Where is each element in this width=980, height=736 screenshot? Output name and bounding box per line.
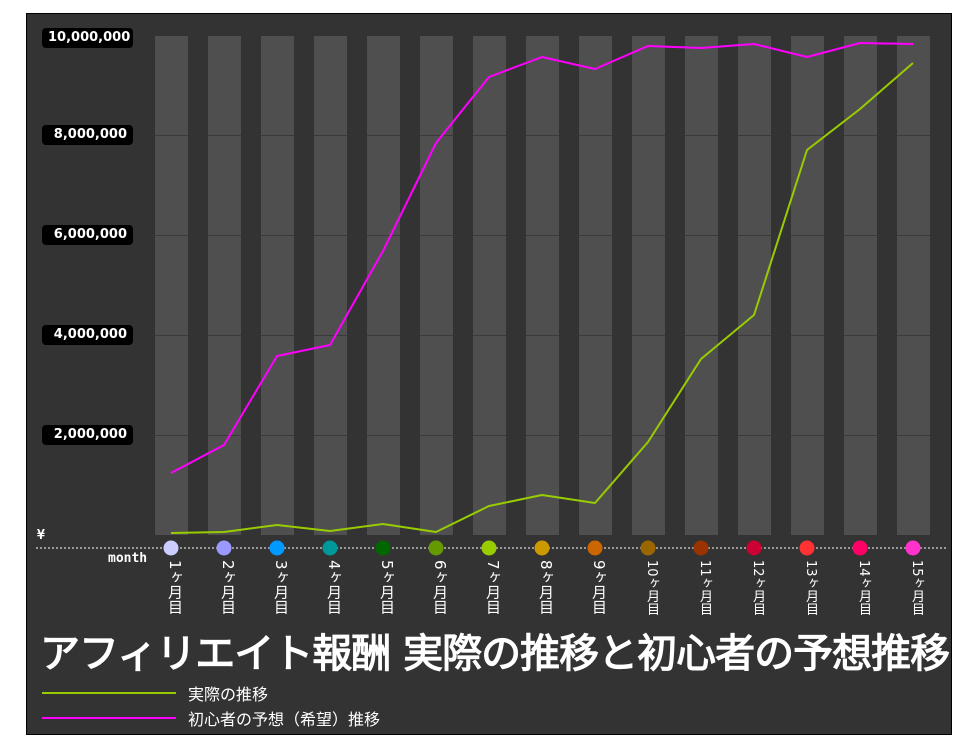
x-tick-label: 10ヶ月目 <box>644 560 659 616</box>
category-dot <box>322 540 338 556</box>
category-dot <box>693 540 709 556</box>
x-tick-label: 9ヶ月目 <box>590 560 608 615</box>
column-band <box>367 36 400 535</box>
category-dot <box>216 540 232 556</box>
legend-label-expected: 初心者の予想（希望）推移 <box>188 710 381 729</box>
column-band <box>314 36 347 535</box>
y-tick-label: 10,000,000 <box>42 28 133 48</box>
legend-swatch-expected <box>42 717 176 719</box>
column-band <box>738 36 771 535</box>
series-lines <box>170 42 914 534</box>
column-band <box>685 36 718 535</box>
x-tick-label: 7ヶ月目 <box>484 560 502 615</box>
x-tick-label: 6ヶ月目 <box>431 560 449 615</box>
legend-item-actual: 実際の推移 <box>42 683 269 704</box>
legend-item-expected: 初心者の予想（希望）推移 <box>42 708 381 729</box>
x-tick-label: 14ヶ月目 <box>856 560 871 616</box>
x-tick-label: 3ヶ月目 <box>272 560 290 615</box>
legend-swatch-actual <box>42 692 176 694</box>
series-line-expected <box>170 42 914 474</box>
category-dot <box>640 540 656 556</box>
x-tick-label: 2ヶ月目 <box>219 560 237 615</box>
y-tick-label: 2,000,000 <box>42 425 133 445</box>
y-tick-label: 4,000,000 <box>42 325 133 345</box>
y-tick-label: 6,000,000 <box>42 225 133 245</box>
x-tick-label: 8ヶ月目 <box>537 560 555 615</box>
category-dot <box>428 540 444 556</box>
category-dot <box>905 540 921 556</box>
category-dot <box>852 540 868 556</box>
chart-title: アフィリエイト報酬 実際の推移と初心者の予想推移 <box>40 631 950 677</box>
category-dot <box>746 540 762 556</box>
column-band <box>155 36 188 535</box>
x-tick-label: 11ヶ月目 <box>697 560 712 616</box>
column-band <box>473 36 506 535</box>
series-line-actual <box>170 62 914 534</box>
category-dot <box>481 540 497 556</box>
column-band <box>526 36 559 535</box>
x-tick-label: 4ヶ月目 <box>325 560 343 615</box>
column-band <box>632 36 665 535</box>
legend-label-actual: 実際の推移 <box>188 685 269 704</box>
column-band <box>579 36 612 535</box>
x-tick-label: 5ヶ月目 <box>378 560 396 615</box>
category-dot <box>375 540 391 556</box>
y-tick-label: 8,000,000 <box>42 125 133 145</box>
column-bands <box>155 36 930 535</box>
x-tick-label: 1ヶ月目 <box>166 560 184 615</box>
category-dot <box>269 540 285 556</box>
column-band <box>420 36 453 535</box>
column-band <box>208 36 241 535</box>
x-tick-label: 13ヶ月目 <box>803 560 818 616</box>
category-dot <box>534 540 550 556</box>
column-band <box>261 36 294 535</box>
category-dots <box>163 540 921 556</box>
category-dot <box>587 540 603 556</box>
column-band <box>897 36 930 535</box>
x-tick-label: 15ヶ月目 <box>909 560 924 616</box>
x-axis-unit: month <box>108 551 148 566</box>
column-band <box>791 36 824 535</box>
y-axis-unit: ¥ <box>37 528 45 543</box>
gridlines <box>155 135 930 436</box>
x-tick-label: 12ヶ月目 <box>750 560 765 616</box>
category-dot <box>163 540 179 556</box>
column-band <box>844 36 877 535</box>
category-dot <box>799 540 815 556</box>
